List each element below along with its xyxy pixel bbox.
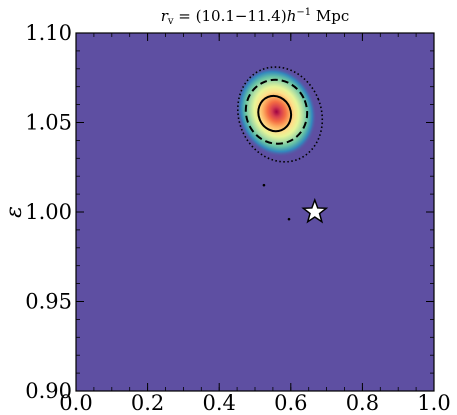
y-tick-label-1.00: 1.00 xyxy=(25,200,72,224)
y-axis-label: ε xyxy=(2,206,27,218)
chart-title: rv = (10.1−11.4)h−1 Mpc xyxy=(161,7,350,27)
y-tick-label-0.90: 0.90 xyxy=(25,379,72,403)
y-tick-label-1.10: 1.10 xyxy=(25,21,72,45)
y-tick-label-1.05: 1.05 xyxy=(25,111,72,135)
contour-outer xyxy=(237,66,324,163)
reference-star-marker xyxy=(301,197,329,224)
x-tick-label-0.4: 0.4 xyxy=(202,391,235,415)
x-tick-label-1.0: 1.0 xyxy=(417,391,450,415)
x-tick-label-0.0: 0.0 xyxy=(59,391,92,415)
x-tick-label-0.2: 0.2 xyxy=(131,391,164,415)
tick-layer: 0.0 0.2 0.4 0.6 0.8 1.0 0.90 0.95 1.00 1.05 1.10 xyxy=(25,21,450,415)
outlier-point-2 xyxy=(287,217,291,221)
contour-inner xyxy=(257,94,293,133)
x-tick-label-0.8: 0.8 xyxy=(346,391,379,415)
contour-middle xyxy=(244,78,309,145)
outlier-point-1 xyxy=(262,183,266,187)
marker-layer xyxy=(262,183,329,224)
contour-layer xyxy=(237,66,324,163)
x-tick-label-0.6: 0.6 xyxy=(274,391,307,415)
y-tick-label-0.95: 0.95 xyxy=(25,290,72,314)
